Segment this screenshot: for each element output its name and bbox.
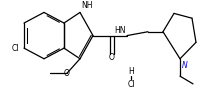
Text: HN: HN [115, 26, 126, 35]
Text: O: O [109, 53, 115, 62]
Text: NH: NH [81, 1, 93, 10]
Text: H: H [128, 67, 134, 76]
Text: O: O [64, 69, 70, 78]
Text: Cl: Cl [127, 80, 135, 89]
Text: Cl: Cl [12, 44, 19, 53]
Text: N: N [182, 61, 188, 70]
